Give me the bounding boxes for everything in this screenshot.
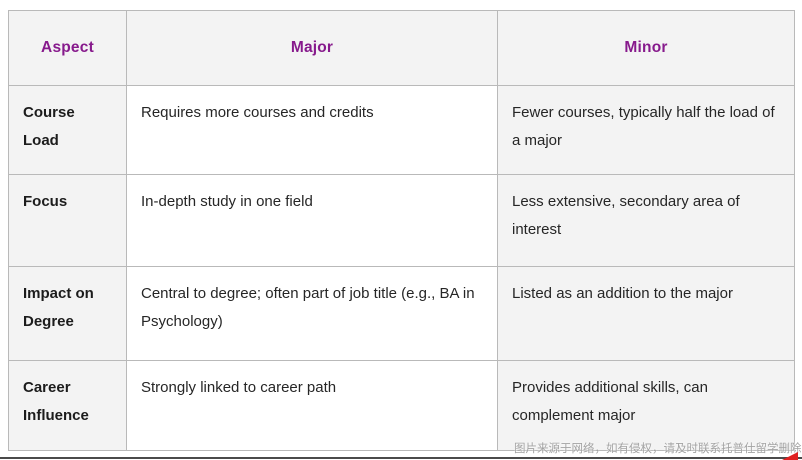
major-cell: Requires more courses and credits — [126, 85, 498, 175]
red-corner-mark — [782, 452, 798, 460]
minor-cell: Less extensive, secondary area of intere… — [497, 174, 795, 267]
column-header-minor: Minor — [497, 10, 795, 86]
table-row-career-influence: Career Influence Strongly linked to care… — [8, 360, 795, 451]
aspect-label: Impact on Degree — [8, 266, 127, 361]
major-cell: Central to degree; often part of job tit… — [126, 266, 498, 361]
minor-cell: Listed as an addition to the major — [497, 266, 795, 361]
aspect-label: Career Influence — [8, 360, 127, 451]
column-header-major: Major — [126, 10, 498, 86]
minor-cell: Fewer courses, typically half the load o… — [497, 85, 795, 175]
table-row-impact-on-degree: Impact on Degree Central to degree; ofte… — [8, 266, 795, 361]
major-cell: In-depth study in one field — [126, 174, 498, 267]
image-source-watermark: 图片来源于网络，如有侵权，请及时联系托普仕留学删除 — [514, 443, 802, 455]
table-row-course-load: Course Load Requires more courses and cr… — [8, 85, 795, 175]
table-header-row: Aspect Major Minor — [8, 10, 795, 86]
column-header-aspect: Aspect — [8, 10, 127, 86]
minor-cell: Provides additional skills, can compleme… — [497, 360, 795, 451]
table-row-focus: Focus In-depth study in one field Less e… — [8, 174, 795, 267]
aspect-label: Focus — [8, 174, 127, 267]
aspect-label: Course Load — [8, 85, 127, 175]
major-minor-comparison-table: Aspect Major Minor Course Load Requires … — [8, 10, 795, 451]
bottom-divider-line — [0, 457, 802, 459]
major-cell: Strongly linked to career path — [126, 360, 498, 451]
